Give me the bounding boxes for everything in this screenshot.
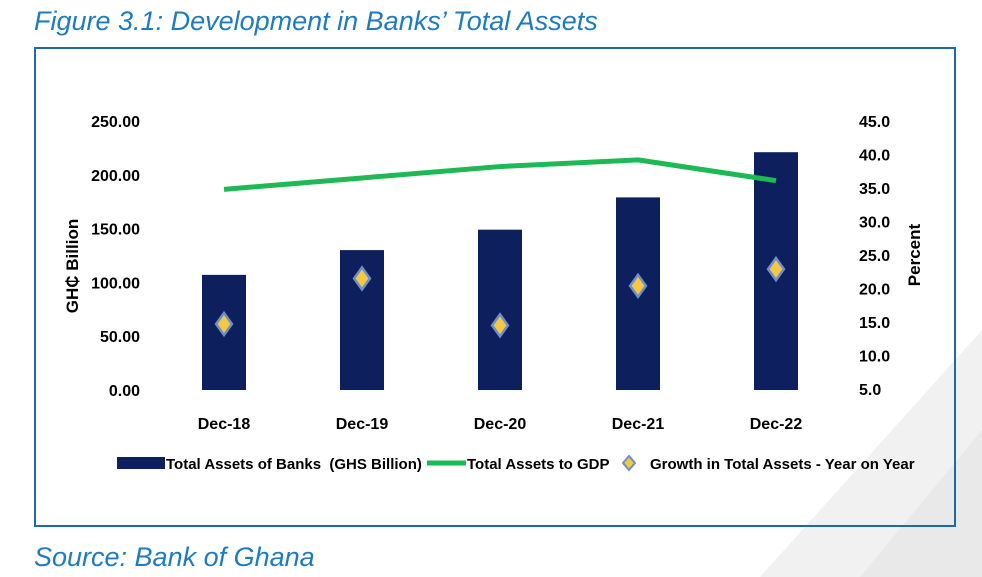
left-axis-label: GH₵ Billion xyxy=(63,219,82,313)
left-tick-label: 150.00 xyxy=(91,222,140,239)
right-tick-label: 5.0 xyxy=(859,382,881,399)
right-tick-label: 15.0 xyxy=(859,315,890,332)
growth-marker-Dec-20 xyxy=(490,312,510,339)
right-tick-label: 20.0 xyxy=(859,282,890,299)
left-axis-ticks: 0.00 50.00 100.00 150.00 200.00 250.00 xyxy=(91,114,140,400)
x-tick-label: Dec-19 xyxy=(336,416,389,433)
bar-Dec-20 xyxy=(478,229,522,390)
legend-swatch-bar xyxy=(117,457,165,469)
right-axis-ticks: 5.0 10.0 15.0 20.0 25.0 30.0 35.0 40.0 45.0 xyxy=(859,114,890,399)
figure-source: Source: Bank of Ghana xyxy=(34,542,315,572)
growth-marker-Dec-19 xyxy=(352,265,372,292)
left-tick-label: 250.00 xyxy=(91,114,140,131)
legend-label-markers: Growth in Total Assets - Year on Year xyxy=(650,456,915,473)
legend-label-bar: Total Assets of Banks (GHS Billion) xyxy=(166,456,422,473)
legend-label-line: Total Assets to GDP xyxy=(467,456,610,473)
right-tick-label: 25.0 xyxy=(859,248,890,265)
left-tick-label: 100.00 xyxy=(91,275,140,292)
right-tick-label: 30.0 xyxy=(859,215,890,232)
x-tick-label: Dec-18 xyxy=(198,416,251,433)
chart-frame xyxy=(34,47,956,527)
x-axis-ticks: Dec-18 Dec-19 Dec-20 Dec-21 Dec-22 xyxy=(198,416,803,433)
right-tick-label: 35.0 xyxy=(859,181,890,198)
growth-marker-Dec-18 xyxy=(214,310,234,338)
right-tick-label: 45.0 xyxy=(859,114,890,131)
x-tick-label: Dec-22 xyxy=(750,416,803,433)
line-series xyxy=(223,157,777,192)
right-tick-label: 10.0 xyxy=(859,349,890,366)
growth-marker-Dec-22 xyxy=(766,255,786,283)
gdp-ratio-line xyxy=(223,157,777,192)
figure-title: Figure 3.1: Development in Banks’ Total … xyxy=(34,6,598,36)
legend: Total Assets of Banks (GHS Billion) Tota… xyxy=(117,454,915,473)
right-tick-label: 40.0 xyxy=(859,148,890,165)
left-tick-label: 200.00 xyxy=(91,168,140,185)
left-tick-label: 50.00 xyxy=(100,329,140,346)
x-tick-label: Dec-20 xyxy=(474,416,527,433)
left-tick-label: 0.00 xyxy=(109,383,140,400)
x-tick-label: Dec-21 xyxy=(612,416,665,433)
bar-series xyxy=(202,152,798,390)
legend-swatch-diamond xyxy=(621,454,637,472)
growth-marker-Dec-21 xyxy=(628,272,648,299)
marker-series xyxy=(214,255,786,339)
right-axis-label: Percent xyxy=(905,223,924,286)
